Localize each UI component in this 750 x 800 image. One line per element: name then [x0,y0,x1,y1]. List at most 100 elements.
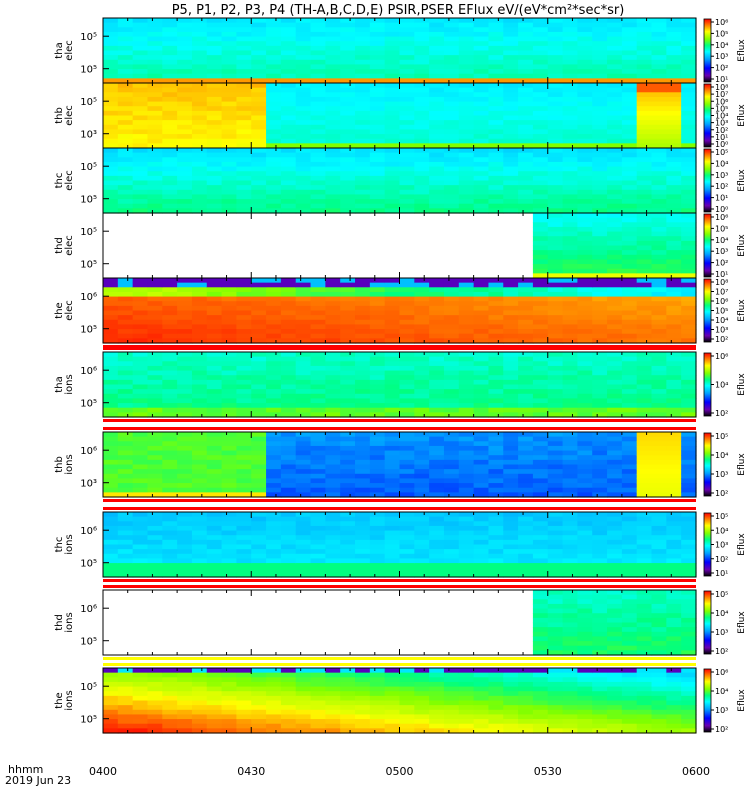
heatmap-cell [503,208,519,214]
heatmap-cell [206,59,223,66]
heatmap-cell [547,250,564,256]
heatmap-cell [369,148,386,154]
heatmap-cell [369,59,386,66]
heatmap-cell [117,352,134,358]
heatmap-cell [295,365,312,372]
heatmap-cell [206,407,223,413]
heatmap-cell [547,134,564,140]
heatmap-cell [503,59,519,66]
heatmap-cell [117,530,134,536]
heatmap-cell [280,324,297,330]
heatmap-cell [221,365,238,372]
heatmap-cell [399,175,415,182]
heatmap-cell [577,27,593,33]
heatmap-cell [147,161,163,168]
heatmap-cell [295,22,312,28]
heatmap-cell [443,301,460,307]
heatmap-cell [473,459,490,466]
heatmap-cell [236,521,252,527]
heatmap-cell [488,492,504,498]
heatmap-cell [547,254,564,261]
heatmap-cell [577,370,593,376]
heatmap-cell [280,55,297,61]
heatmap-cell [399,296,415,302]
heatmap-cell [103,567,119,573]
heatmap-cell [592,254,608,261]
heatmap-cell [666,161,682,168]
heatmap-cell [369,101,386,107]
heatmap-cell [621,282,638,288]
heatmap-cell [384,319,401,326]
heatmap-cell [666,384,682,390]
panels-group: 10⁵10⁵thaelec10⁵10³thbelec10⁵10⁵thcelec1… [54,17,697,734]
heatmap-cell [592,530,608,536]
heatmap-cell [206,50,223,56]
heatmap-cell [355,393,371,400]
heatmap-cell [651,530,667,536]
heatmap-cell [355,365,371,372]
heatmap-cell [117,398,134,404]
heatmap-cell [369,403,386,409]
heatmap-cell [103,148,119,154]
heatmap-cell [103,521,119,527]
heatmap-cell [177,469,193,475]
heatmap-cell [592,333,608,339]
heatmap-cell [621,236,638,242]
heatmap-cell [147,384,163,390]
heatmap-cell [162,535,178,541]
heatmap-cell [518,530,534,536]
heatmap-cell [636,464,653,470]
heatmap-cell [221,45,238,52]
heatmap-cell [547,27,564,33]
heatmap-cell [636,231,653,237]
heatmap-cell [236,55,252,61]
heatmap-cell [429,553,445,560]
heatmap-cell [340,101,356,107]
heatmap-cell [325,55,341,61]
heatmap-cell [117,185,134,191]
heatmap-cell [621,365,638,372]
heatmap-cell [355,64,371,70]
heatmap-cell [103,157,119,163]
heatmap-cell [636,512,653,518]
heatmap-cell [577,403,593,409]
heatmap-cell [236,714,252,720]
heatmap-cell [221,677,238,683]
heatmap-cell [236,110,252,117]
heatmap-cell [577,384,593,390]
heatmap-cell [162,356,178,362]
heatmap-cell [206,356,223,362]
heatmap-cell [191,352,208,358]
heatmap-cell [295,291,312,298]
heatmap-cell [355,333,371,339]
heatmap-cell [547,189,564,196]
heatmap-cell [532,361,549,367]
heatmap-cell [103,106,119,112]
heatmap-cell [636,287,653,293]
heatmap-cell [681,483,697,489]
heatmap-cell [562,259,578,265]
heatmap-cell [414,487,430,493]
heatmap-cell [414,478,430,484]
heatmap-cell [266,301,282,307]
heatmap-cell [429,55,445,61]
heatmap-cell [592,213,608,219]
heatmap-cell [429,18,445,24]
heatmap-cell [177,92,193,98]
heatmap-cell [251,27,267,33]
heatmap-cell [132,338,149,344]
heatmap-cell [562,398,578,404]
heatmap-cell [414,50,430,56]
heatmap-cell [310,315,326,321]
heatmap-cell [147,539,163,546]
heatmap-cell [221,78,238,84]
heatmap-cell [547,73,564,79]
heatmap-cell [488,27,504,33]
heatmap-cell [532,138,549,144]
heatmap-cell [636,469,653,475]
heatmap-cell [651,59,667,66]
heatmap-cell [369,180,386,186]
heatmap-cell [132,563,149,569]
heatmap-cell [636,487,653,493]
heatmap-cell [666,549,682,555]
